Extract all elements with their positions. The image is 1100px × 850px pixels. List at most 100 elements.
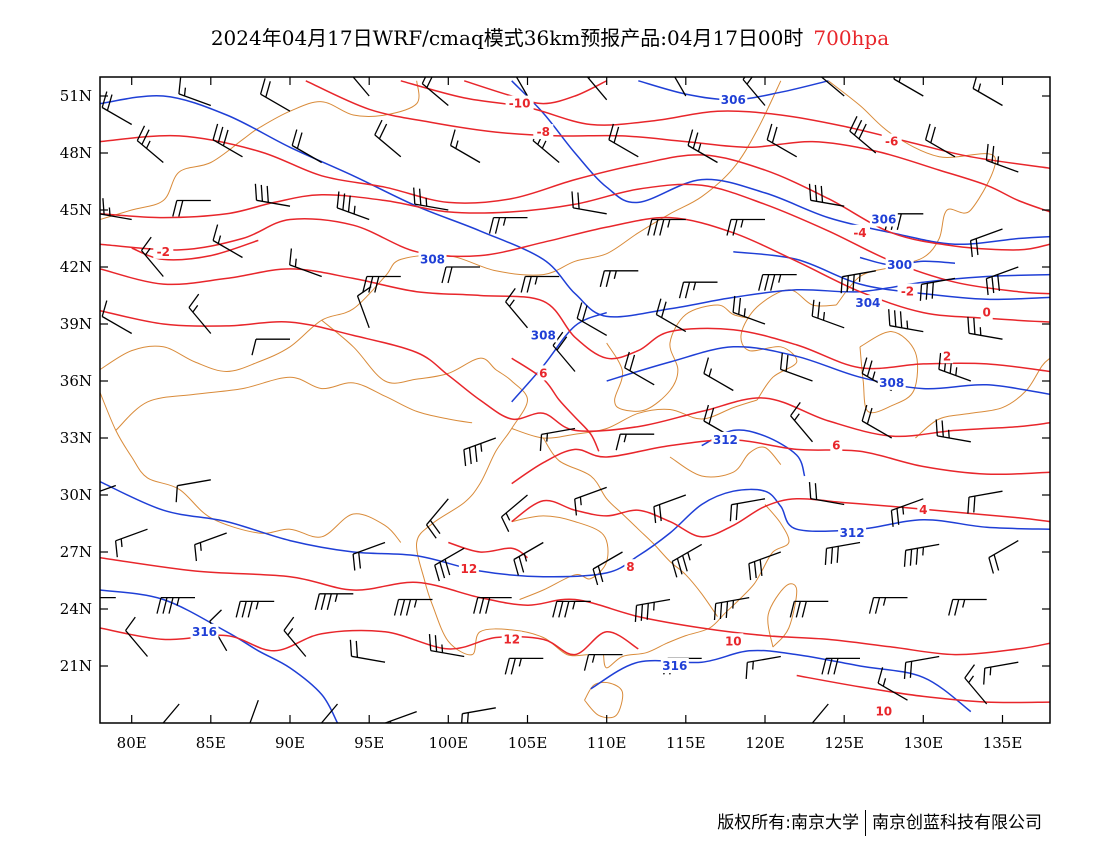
wind-barb: [655, 298, 687, 333]
wind-barb: [653, 494, 687, 524]
lon-tick-label: 95E: [354, 734, 384, 752]
temperature-contour-line: [305, 80, 1050, 213]
wind-barb: [868, 596, 908, 614]
wind-barb: [790, 402, 813, 443]
border-line: [859, 331, 919, 414]
height-contour-line: [590, 649, 972, 713]
height-contour-label-bg: [869, 211, 898, 227]
height-contour-label: 308: [879, 376, 904, 390]
temperature-contour-line: [448, 541, 528, 559]
height-contour-label-bg: [877, 374, 906, 390]
wind-barb: [571, 191, 607, 215]
temperature-contour-label: 8: [626, 560, 634, 574]
height-contour-label-bg: [190, 623, 219, 639]
height-contour-label: 306: [721, 93, 746, 107]
wind-barb: [840, 270, 876, 294]
temperature-contour-label: -6: [885, 135, 898, 149]
height-contour-label-bg: [885, 257, 914, 273]
lon-tick-label: 115E: [666, 734, 706, 752]
height-contour-label-bg: [711, 431, 740, 447]
map-background: [100, 77, 1050, 723]
temperature-contour-label-bg: [501, 631, 522, 647]
wind-barb: [811, 703, 829, 723]
height-contour-label-bg: [853, 295, 882, 311]
wind-barb: [574, 486, 607, 516]
lon-tick-label: 130E: [904, 734, 944, 752]
height-contour-line: [511, 311, 607, 403]
lat-tick-label: 27N: [60, 543, 92, 561]
temperature-contour-label-bg: [850, 224, 870, 240]
wind-barb: [539, 427, 576, 451]
border-line: [584, 681, 624, 719]
lon-tick-label: 110E: [587, 734, 627, 752]
wind-barb: [349, 639, 386, 663]
wind-barb: [967, 490, 1003, 514]
lat-tick-label: 51N: [60, 87, 92, 105]
height-contour-label: 308: [420, 252, 445, 266]
temperature-contour-label-bg: [897, 283, 918, 299]
wind-barb: [967, 316, 1003, 340]
lat-tick-label: 45N: [60, 201, 92, 219]
temperature-contour-label-bg: [505, 95, 534, 111]
wind-barb: [877, 667, 908, 701]
wind-barb: [100, 484, 117, 492]
wind-barb: [172, 199, 211, 217]
temperature-contour-label: 2: [943, 349, 951, 363]
title-main: 2024年04月17日WRF/cmaq模式36km预报产品:04月17日00时: [210, 26, 804, 50]
lon-tick-label: 85E: [196, 734, 226, 752]
wind-barb: [821, 657, 860, 675]
wind-barb: [434, 547, 465, 582]
wind-barb: [988, 540, 1019, 574]
wind-barb: [671, 543, 703, 578]
wind-barb: [824, 541, 861, 565]
wind-barb: [615, 433, 655, 451]
wind-barb: [283, 616, 307, 657]
wind-barb: [441, 266, 480, 284]
wind-barb: [140, 236, 164, 277]
lon-tick-label: 80E: [117, 734, 147, 752]
wind-barb: [504, 657, 544, 675]
temperature-contour-line: [463, 80, 608, 105]
wind-barb: [513, 541, 544, 576]
wind-barb: [745, 655, 781, 679]
wind-barb: [861, 404, 893, 439]
wind-barb: [647, 218, 686, 236]
lat-tick-label: 21N: [60, 657, 92, 675]
temperature-contour-label: -2: [157, 245, 170, 259]
wind-barb: [674, 77, 687, 97]
wind-barb: [520, 275, 560, 293]
contour-labels: 308306306304300308308312312316316-4-6-8-…: [153, 91, 993, 719]
wind-barb: [608, 123, 639, 158]
height-contour-label: 316: [192, 625, 217, 639]
wind-barb: [175, 479, 211, 503]
wind-barb: [505, 288, 528, 329]
wind-barb: [969, 228, 1003, 258]
wind-barb: [552, 600, 591, 618]
temperature-contour-label: 12: [461, 562, 478, 576]
lat-tick-label: 36N: [60, 372, 92, 390]
border-line: [542, 437, 718, 617]
wind-barb: [903, 543, 940, 567]
wind-barb: [374, 119, 402, 158]
wind-barb: [726, 218, 765, 236]
wind-barb: [156, 596, 195, 614]
height-contour-label: 304: [855, 296, 880, 310]
wind-barb: [291, 129, 323, 164]
wind-barb: [983, 661, 1019, 685]
wind-barb: [212, 123, 243, 158]
temperature-contour-label: 6: [832, 439, 840, 453]
temperature-contour-line: [796, 674, 1050, 704]
temperature-contour-label-bg: [941, 348, 954, 364]
axis-ticks: 80E 85E 90E 95E 100E 105E 110E 115E 120E 125E 130E…: [60, 77, 1050, 752]
wind-barb: [985, 266, 1019, 296]
wind-barb: [687, 129, 718, 164]
lon-tick-label: 105E: [508, 734, 548, 752]
height-contour-label-bg: [660, 658, 689, 673]
temperature-contour-label: 10: [875, 705, 892, 719]
temperature-contour-label: 4: [919, 503, 927, 517]
temperature-contour-label: -4: [853, 226, 866, 240]
copyright-footer: 版权所有:南京大学 南京创蓝科技有限公司: [717, 808, 1042, 836]
lon-tick-label: 135E: [983, 734, 1023, 752]
wind-barb: [289, 248, 322, 278]
